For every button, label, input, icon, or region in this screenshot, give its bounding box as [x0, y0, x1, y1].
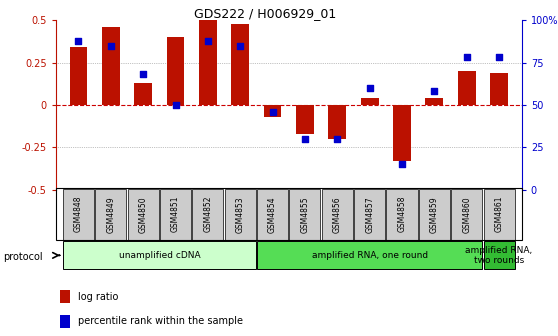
Text: GSM4854: GSM4854 — [268, 196, 277, 233]
Bar — [60, 315, 70, 328]
Bar — [102, 27, 120, 105]
Bar — [160, 189, 191, 240]
Bar — [60, 290, 70, 303]
Point — [171, 102, 180, 108]
Bar — [63, 189, 94, 240]
Text: GSM4859: GSM4859 — [430, 196, 439, 233]
Bar — [329, 105, 346, 139]
Point — [365, 85, 374, 91]
Bar — [290, 189, 320, 240]
Bar — [393, 105, 411, 161]
Bar — [458, 71, 475, 105]
Text: GSM4848: GSM4848 — [74, 196, 83, 233]
Point — [74, 38, 83, 43]
Text: percentile rank within the sample: percentile rank within the sample — [78, 317, 243, 326]
Point — [107, 43, 116, 48]
Bar — [167, 37, 184, 105]
Bar — [419, 189, 450, 240]
Text: GSM4855: GSM4855 — [300, 196, 310, 233]
Text: GSM4852: GSM4852 — [203, 196, 213, 233]
Text: unamplified cDNA: unamplified cDNA — [118, 251, 200, 260]
Text: GSM4853: GSM4853 — [235, 196, 245, 233]
Bar — [361, 98, 378, 105]
Bar — [484, 242, 514, 269]
Bar — [70, 47, 88, 105]
Bar — [257, 242, 482, 269]
Text: GSM4849: GSM4849 — [107, 196, 116, 233]
Bar — [128, 189, 158, 240]
Bar — [232, 24, 249, 105]
Bar — [322, 189, 353, 240]
Bar — [264, 105, 281, 117]
Bar — [296, 105, 314, 134]
Text: GSM4861: GSM4861 — [494, 196, 503, 233]
Point — [236, 43, 245, 48]
Text: amplified RNA, one round: amplified RNA, one round — [311, 251, 428, 260]
Point — [139, 72, 148, 77]
Bar — [95, 189, 126, 240]
Bar — [225, 189, 256, 240]
Text: amplified RNA,
two rounds: amplified RNA, two rounds — [465, 246, 533, 265]
Bar — [451, 189, 482, 240]
Bar — [134, 83, 152, 105]
Text: GSM4856: GSM4856 — [333, 196, 342, 233]
Bar — [193, 189, 223, 240]
Bar — [63, 242, 256, 269]
Point — [494, 55, 503, 60]
Point — [397, 162, 406, 167]
Bar — [425, 98, 443, 105]
Point — [462, 55, 471, 60]
Bar — [484, 189, 514, 240]
Text: log ratio: log ratio — [78, 292, 118, 302]
Point — [204, 38, 213, 43]
Bar — [199, 20, 217, 105]
Point — [268, 109, 277, 115]
Text: GSM4851: GSM4851 — [171, 196, 180, 233]
Text: protocol: protocol — [3, 252, 42, 262]
Bar — [257, 189, 288, 240]
Bar — [387, 189, 417, 240]
Bar — [354, 189, 385, 240]
Bar — [490, 73, 508, 105]
Point — [300, 136, 309, 142]
Point — [430, 89, 439, 94]
Text: GSM4850: GSM4850 — [138, 196, 148, 233]
Text: GSM4857: GSM4857 — [365, 196, 374, 233]
Point — [333, 136, 341, 142]
Text: GSM4858: GSM4858 — [397, 196, 407, 233]
Title: GDS222 / H006929_01: GDS222 / H006929_01 — [194, 7, 336, 20]
Text: GSM4860: GSM4860 — [462, 196, 471, 233]
